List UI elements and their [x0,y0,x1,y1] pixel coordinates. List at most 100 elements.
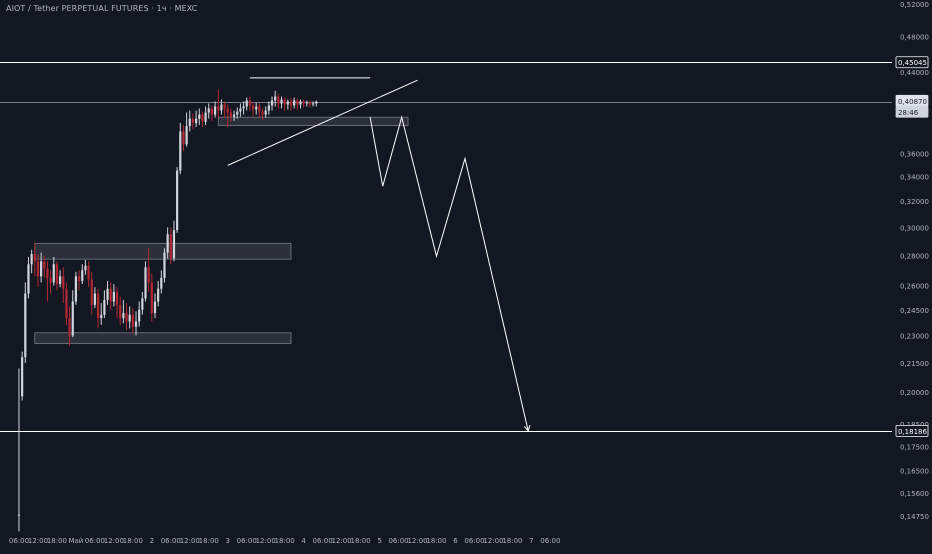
candle-body [71,301,74,336]
candle-body [150,282,153,314]
candle-body [128,314,131,322]
x-tick-label: 12:00 [332,537,352,545]
x-tick-label: 4 [301,537,306,545]
candle-body [68,318,71,336]
candle-body [160,277,163,289]
candle-body [81,270,84,281]
x-tick-label: 06:00 [540,537,560,545]
price-zone [34,332,292,344]
candle-body [226,108,229,113]
x-tick-label: 12:00 [407,537,427,545]
y-tick-label: 0,32000 [900,198,929,206]
drawing-tools [227,77,531,432]
candle-body [248,100,251,106]
x-tick-label: 12:00 [256,537,276,545]
candle-body [270,100,274,106]
y-tick-label: 0,34000 [900,174,929,182]
price-zone [217,116,409,126]
candle-body [93,293,97,305]
candle-body [176,170,179,231]
candle-body [299,101,302,105]
x-tick-label: 18:00 [502,537,522,545]
candle-body [182,131,185,145]
candle-body [207,108,210,113]
candle-body [17,514,21,516]
candle-body [122,313,125,319]
y-tick-label: 0,36000 [900,150,929,158]
candle-body [24,293,27,358]
x-tick-label: 6 [453,537,458,545]
candle-body [141,298,144,310]
candle-body [49,277,52,283]
candle-body [242,106,245,109]
candle-body [305,102,308,104]
candle-body [96,293,100,319]
y-tick-label: 0,28000 [900,252,929,260]
candle-body [232,114,236,117]
x-tick-label: 12:00 [28,537,48,545]
candle-body [185,126,188,145]
y-tick-label: 0,52000 [900,1,929,9]
candle-body [201,114,204,122]
y-tick-label: 0,30000 [900,224,929,232]
candle-body [157,288,160,302]
y-tick-label: 0,48000 [900,33,929,41]
y-tick-label: 0,24500 [900,307,929,315]
candle-body [74,276,78,302]
candle-body [163,252,166,278]
candle-body [30,254,33,265]
candle-body [289,101,293,106]
candle-body [112,291,115,302]
y-tick-label: 0,21500 [900,360,929,368]
x-tick-label: 06:00 [313,537,333,545]
x-tick-label: 18:00 [199,537,219,545]
candle-body [223,104,226,109]
candle-body [125,313,128,322]
y-tick-label: 0,17500 [900,444,929,452]
candle-body [84,265,87,271]
price-tag [895,56,929,69]
y-tick-label: 0,16500 [900,467,929,475]
candle-body [277,96,280,104]
candle-body [286,101,289,105]
price-tag [895,105,929,118]
x-tick-label: 5 [377,537,381,545]
candle-body [255,106,258,110]
candle-body [217,106,220,111]
price-labels: 0,45045 0,40870 28:46 0,18186 [895,56,929,437]
candle-body [258,106,261,112]
candle-body [239,108,242,112]
candle-body [245,100,248,107]
x-tick-label: 18:00 [351,537,371,545]
price-tag-text: 28:46 [898,109,919,117]
x-tick-label: 18:00 [275,537,295,545]
candle-body [147,267,150,283]
symbol-title[interactable]: AIOT / Tether PERPETUAL FUTURES · 1ч · M… [6,4,198,13]
candle-body [65,288,68,319]
candle-body [308,102,312,105]
candle-body [267,105,270,111]
candle-body [236,111,239,115]
price-tag [895,424,929,437]
candle-body [191,118,195,123]
candle-body [115,291,119,305]
candle-body [274,96,277,101]
price-axis[interactable]: 0,520000,480000,440000,400000,360000,340… [900,1,929,521]
candle-body [302,101,305,104]
x-tick-label: 06:00 [161,537,181,545]
candle-body [103,299,106,315]
x-tick-label: 3 [226,537,230,545]
projection-path [369,115,529,432]
candle-body [27,264,30,294]
candle-body [52,264,55,283]
x-tick-label: 06:00 [237,537,257,545]
candle-body [210,108,214,115]
y-tick-label: 0,26000 [900,283,929,291]
candle-body [87,265,90,280]
candle-body [90,279,93,305]
candle-body [213,106,217,115]
candle-body [43,261,46,269]
